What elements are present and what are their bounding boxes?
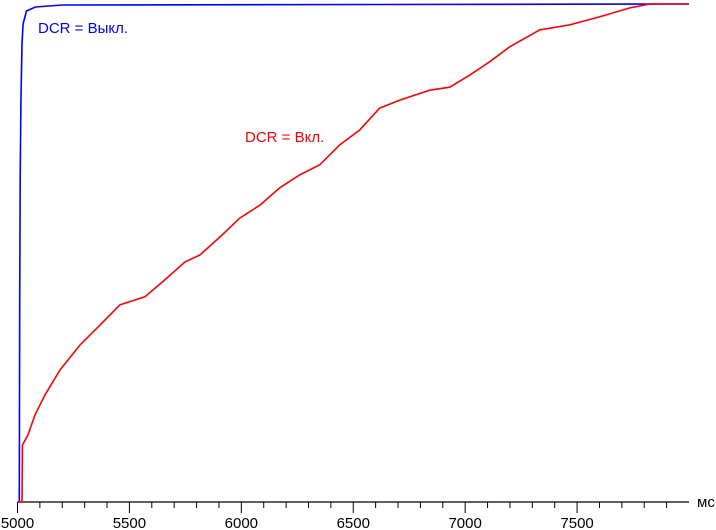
x-axis-label: мс	[697, 494, 715, 511]
annotation-dcr-on: DCR = Вкл.	[245, 129, 324, 146]
x-tick-label: 6000	[225, 515, 258, 530]
x-tick-label: 5000	[1, 515, 34, 530]
annotation-dcr-off: DCR = Выкл.	[38, 20, 128, 37]
x-tick-label: 7000	[448, 515, 481, 530]
series-group	[17, 3, 690, 503]
series-line-0	[17, 3, 690, 503]
x-axis: 5000 5500 6000 6500 7000 7500	[1, 501, 689, 530]
x-tick-label: 6500	[337, 515, 370, 530]
x-tick-label: 5500	[113, 515, 146, 530]
series-line-1	[17, 3, 689, 503]
x-tick-label: 7500	[560, 515, 593, 530]
